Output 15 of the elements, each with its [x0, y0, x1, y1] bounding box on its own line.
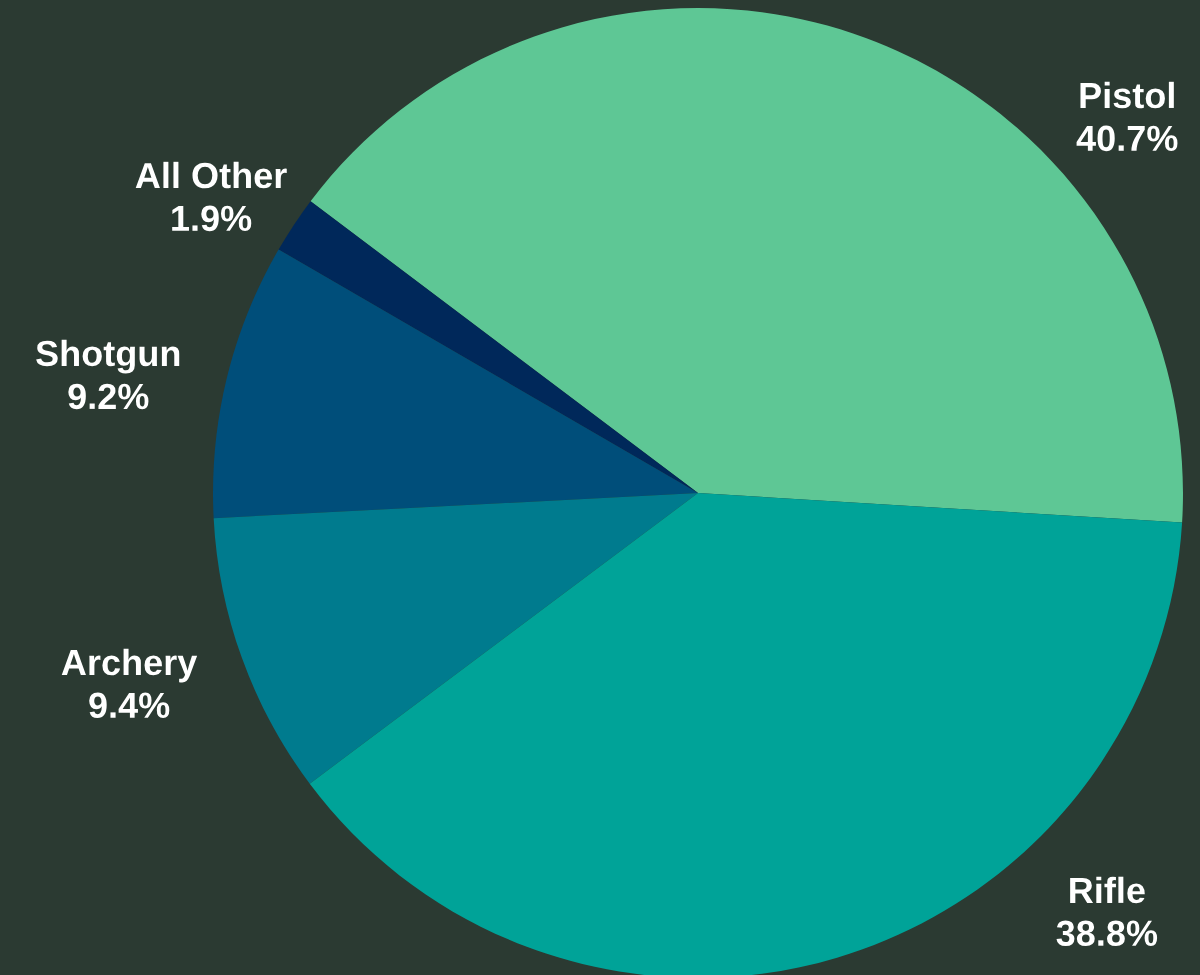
slice-label: Rifle: [1070, 876, 1145, 904]
pie-slice: [213, 249, 698, 519]
data-label: 1.9%: [172, 205, 252, 232]
pie-slice: [278, 201, 698, 493]
slice-label: Shotgun: [36, 339, 180, 374]
slice-label: Archery: [61, 648, 198, 683]
pie-slice: [213, 493, 698, 784]
data-label: 9.4%: [89, 692, 170, 719]
data-label: 38.8%: [1056, 920, 1158, 947]
data-label: 40.7%: [1076, 125, 1178, 152]
slice-label: Pistol: [1080, 81, 1174, 109]
data-label: 9.2%: [68, 383, 149, 410]
pie-slice: [310, 8, 1183, 523]
slice-label: All Other: [135, 161, 287, 189]
pie-slice: [309, 493, 1183, 975]
